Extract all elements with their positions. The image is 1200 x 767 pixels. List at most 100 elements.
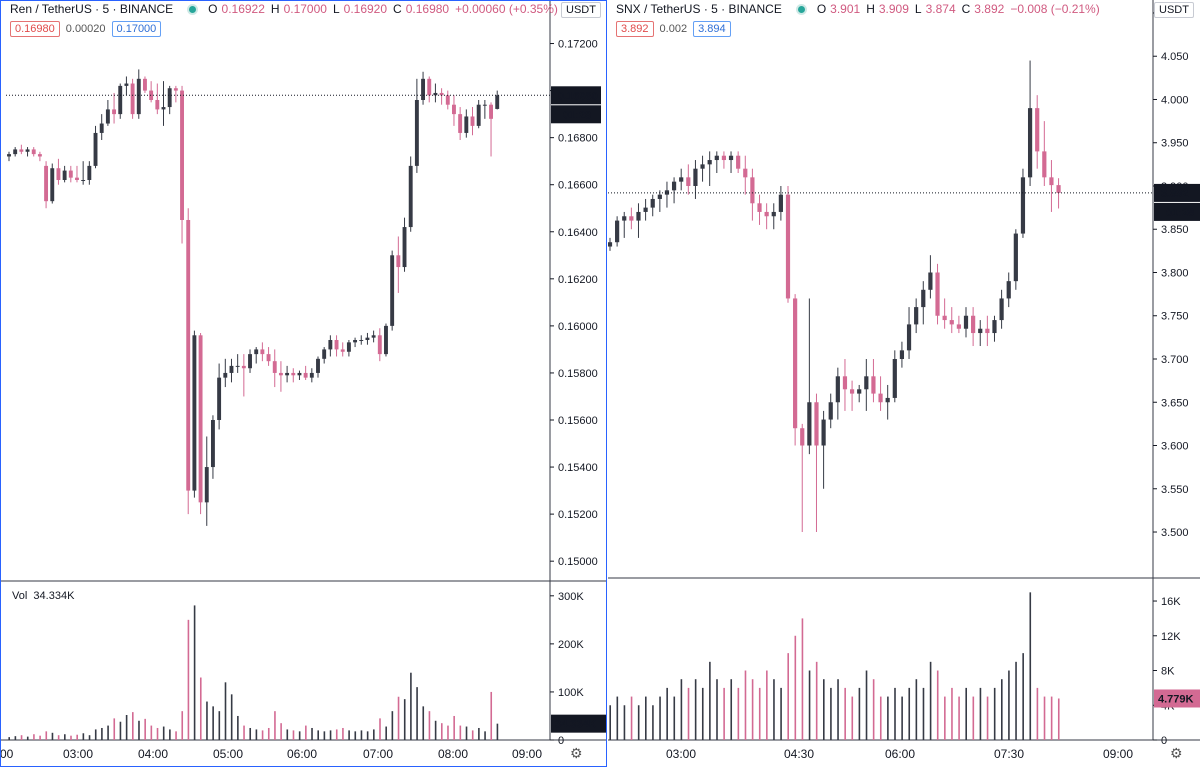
candle-body [204, 467, 209, 503]
y-tick-label: 3.700 [1161, 354, 1189, 366]
volume-bar [659, 696, 661, 740]
candle-body [143, 78, 147, 91]
candle-body [615, 220, 620, 243]
volume-bar [212, 706, 214, 740]
candle-body [198, 335, 203, 503]
candle-body [743, 168, 748, 178]
volume-bar [441, 723, 443, 740]
x-tick-label: 00 [0, 747, 14, 761]
volume-bar [1008, 670, 1010, 740]
y-tick-label: 3.850 [1161, 224, 1189, 236]
volume-bar [837, 679, 839, 740]
volume-bar [348, 730, 350, 740]
candle-body [25, 149, 30, 152]
candle-body [93, 132, 98, 166]
volume-bar [808, 670, 811, 740]
y-tick-label: 0.17200 [558, 39, 598, 51]
volume-bar [175, 731, 177, 740]
settings-gear-icon[interactable]: ⚙ [570, 745, 583, 761]
candle-body [778, 194, 783, 212]
countdown-badge [551, 105, 601, 124]
volume-bar [101, 727, 103, 740]
volume-bar [780, 687, 782, 740]
ren-symbol-title[interactable]: Ren / TetherUS · 5 · BINANCE [10, 2, 174, 16]
y-tick-label: 3.950 [1161, 138, 1189, 150]
y-tick-label: 0.15200 [558, 509, 598, 521]
candle-body [112, 109, 117, 115]
volume-bar [218, 711, 221, 740]
chart-pane-ren[interactable]: 0.15000 0.15200 0.15400 0.15600 0.15800 0.160… [0, 0, 607, 767]
volume-bar [237, 715, 239, 740]
volume-bar [851, 696, 854, 740]
candle-body [99, 123, 104, 133]
candle-body [686, 177, 691, 186]
volume-bar [107, 725, 109, 740]
ren-chart-canvas[interactable]: 0.15000 0.15200 0.15400 0.15600 0.15800 0.160… [0, 0, 607, 767]
volume-bar [335, 729, 338, 740]
ren-bid-ask: 0.16980 0.00020 0.17000 [10, 21, 162, 37]
candle-body [186, 220, 191, 491]
candle-body [771, 211, 776, 217]
volume-bar [76, 734, 78, 740]
ren-buy-button[interactable]: 0.17000 [111, 21, 162, 37]
candle-body [942, 315, 947, 321]
volume-bar [51, 732, 54, 740]
volume-bar [986, 696, 989, 740]
last-price-label: 0.16980 [558, 90, 598, 102]
snx-currency-button[interactable]: USDT [1154, 2, 1194, 18]
snx-low-value: 3.874 [925, 2, 956, 16]
candle-body [223, 372, 228, 378]
snx-chart-canvas[interactable]: 3.500 3.550 3.600 3.650 3.700 3.750 3.800 3.850… [608, 0, 1200, 767]
volume-bar [366, 731, 369, 740]
candle-body [309, 372, 314, 378]
chart-pane-snx[interactable]: 3.500 3.550 3.600 3.650 3.700 3.750 3.800 3.850… [608, 0, 1200, 767]
candle-body [728, 155, 734, 161]
candle-body [871, 376, 876, 394]
candle-body [105, 109, 110, 124]
volume-bar [1057, 698, 1060, 740]
y-tick-label: 0.15800 [558, 368, 598, 380]
volume-bar [766, 670, 768, 740]
volume-bar [193, 605, 196, 740]
volume-bar [723, 687, 725, 740]
y-tick-label: 4.050 [1161, 51, 1189, 63]
candle-body [842, 376, 848, 390]
volume-bar [156, 727, 159, 740]
candle-body [476, 104, 481, 126]
x-tick-label: 09:00 [512, 747, 542, 761]
settings-gear-icon[interactable]: ⚙ [1170, 745, 1183, 761]
candle-body [757, 203, 762, 212]
volume-bar [20, 735, 23, 740]
volume-bar [951, 687, 953, 740]
volume-bar [673, 696, 676, 740]
candle-body [346, 342, 351, 352]
ren-high-value: 0.17000 [283, 2, 327, 16]
candle-body [650, 198, 655, 208]
snx-symbol-title[interactable]: SNX / TetherUS · 5 · BINANCE [616, 2, 782, 16]
volume-bar [94, 729, 97, 740]
x-tick-label: 05:00 [213, 747, 243, 761]
volume-marker-label: 4.779K [1158, 693, 1194, 705]
volume-bar [666, 687, 668, 740]
candle-body [278, 372, 283, 376]
volume-bar [88, 735, 91, 740]
volume-bar [709, 661, 711, 740]
y-tick-label: 0.16200 [558, 274, 598, 286]
snx-sell-button[interactable]: 3.892 [616, 21, 654, 37]
candle-body [935, 272, 940, 316]
ren-sell-button[interactable]: 0.16980 [10, 21, 60, 37]
candle-body [1042, 151, 1047, 178]
candle-body [303, 372, 308, 378]
candle-body [217, 377, 222, 420]
volume-bar [471, 730, 474, 740]
candle-body [229, 365, 234, 373]
candle-body [87, 165, 92, 180]
candle-body [1027, 108, 1033, 178]
volume-tick-label: 16K [1161, 596, 1181, 608]
candle-body [316, 358, 320, 373]
snx-buy-button[interactable]: 3.894 [693, 21, 731, 37]
y-tick-label: 4.000 [1161, 94, 1189, 106]
candle-body [44, 165, 49, 202]
ren-currency-button[interactable]: USDT [561, 2, 601, 18]
